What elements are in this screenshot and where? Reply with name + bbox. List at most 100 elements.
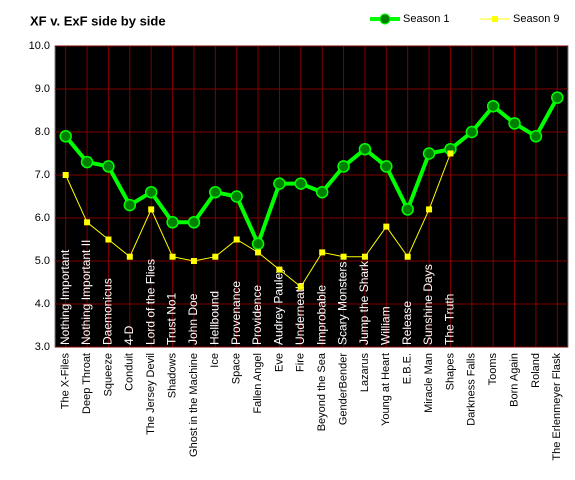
marker bbox=[465, 125, 479, 139]
x-tick-label: Shapes bbox=[444, 353, 456, 391]
x-tick-label: The Jersey Devil bbox=[145, 353, 157, 435]
x-tick-label: Beyond the Sea bbox=[316, 352, 328, 431]
x-tick-label: Ghost in the Machine bbox=[188, 353, 200, 457]
marker bbox=[84, 219, 91, 226]
x-tick-label: Space bbox=[231, 353, 243, 384]
marker bbox=[212, 253, 219, 260]
marker bbox=[337, 160, 350, 173]
marker bbox=[508, 117, 521, 130]
y-tick-label: 9.0 bbox=[35, 83, 50, 95]
episode-label: Providence bbox=[250, 285, 264, 345]
episode-label: John Doe bbox=[186, 293, 200, 345]
x-tick-label: Ice bbox=[209, 353, 221, 368]
marker bbox=[404, 253, 411, 260]
x-tick-label: Eve bbox=[273, 353, 285, 372]
marker bbox=[126, 253, 133, 260]
x-tick-label: Shadows bbox=[166, 353, 178, 399]
x-tick-label: Conduit bbox=[124, 353, 136, 391]
episode-label: Jump the Shark bbox=[357, 260, 371, 345]
marker bbox=[105, 236, 112, 243]
x-tick-label: Fallen Angel bbox=[252, 353, 264, 414]
marker bbox=[148, 206, 155, 213]
marker bbox=[486, 99, 500, 113]
plot-area bbox=[54, 45, 569, 348]
marker bbox=[358, 142, 372, 156]
episode-label: Improbable bbox=[314, 285, 328, 345]
y-tick-label: 3.0 bbox=[35, 341, 50, 353]
x-tick-label: Fire bbox=[295, 353, 307, 372]
marker bbox=[380, 160, 393, 173]
x-tick-label: Young at Heart bbox=[380, 353, 392, 426]
x-tick-label: The X-Files bbox=[60, 353, 72, 410]
y-tick-label: 5.0 bbox=[35, 255, 50, 267]
marker bbox=[190, 258, 197, 264]
marker bbox=[529, 130, 543, 143]
episode-label: Daemonicus bbox=[101, 278, 115, 345]
marker bbox=[294, 177, 308, 190]
marker bbox=[383, 223, 390, 230]
x-tick-label: Tooms bbox=[487, 353, 499, 386]
x-tick-label: Squeeze bbox=[102, 353, 114, 396]
y-tick-label: 8.0 bbox=[35, 126, 50, 138]
episode-label: Nothing Important II bbox=[79, 240, 93, 345]
episode-label: Nothing Important bbox=[58, 249, 72, 345]
x-tick-label: Miracle Man bbox=[423, 353, 435, 413]
marker bbox=[59, 130, 72, 143]
marker bbox=[447, 150, 454, 157]
x-tick-label: Darkness Falls bbox=[466, 353, 478, 426]
episode-label: Trust No1 bbox=[165, 292, 179, 345]
episode-label: Lord of the Flies bbox=[143, 259, 157, 345]
marker bbox=[144, 185, 158, 199]
episode-label: The Truth bbox=[443, 294, 457, 345]
marker bbox=[209, 185, 222, 199]
marker bbox=[233, 236, 240, 243]
x-tick-label: E.B.E. bbox=[402, 353, 414, 384]
y-tick-label: 10.0 bbox=[29, 40, 50, 52]
marker bbox=[297, 283, 304, 290]
marker bbox=[230, 190, 243, 203]
marker bbox=[361, 253, 368, 260]
x-tick-label: The Erlenmeyer Flask bbox=[551, 353, 563, 461]
x-tick-label: Deep Throat bbox=[81, 353, 93, 414]
episode-label: Audrey Pauley bbox=[272, 267, 286, 345]
marker bbox=[319, 249, 326, 256]
marker bbox=[251, 237, 265, 251]
marker bbox=[422, 147, 436, 160]
marker bbox=[187, 216, 201, 229]
marker bbox=[102, 160, 115, 173]
episode-label: Underneath bbox=[293, 282, 307, 345]
legend-label: Season 1 bbox=[403, 13, 449, 25]
marker bbox=[169, 253, 176, 260]
marker bbox=[273, 177, 286, 190]
x-tick-label: GenderBender bbox=[337, 353, 349, 425]
episode-label: William bbox=[378, 306, 392, 345]
legend-label: Season 9 bbox=[513, 13, 559, 25]
marker bbox=[166, 216, 179, 229]
episode-label: Hellbound bbox=[207, 291, 221, 345]
episode-label: Scary Monsters bbox=[336, 262, 350, 345]
marker bbox=[551, 91, 564, 104]
legend-marker bbox=[492, 16, 498, 22]
marker bbox=[62, 172, 69, 178]
chart-title: XF v. ExF side by side bbox=[30, 13, 166, 28]
x-tick-label: Roland bbox=[530, 353, 542, 388]
marker bbox=[340, 253, 347, 260]
marker bbox=[401, 203, 414, 216]
marker bbox=[426, 206, 433, 213]
marker bbox=[80, 155, 94, 169]
y-tick-label: 7.0 bbox=[35, 169, 50, 181]
marker bbox=[123, 198, 137, 212]
episode-label: Sunshine Days bbox=[421, 264, 435, 345]
x-tick-label: Born Again bbox=[508, 353, 520, 407]
episode-label: 4-D bbox=[122, 325, 136, 345]
marker bbox=[276, 266, 283, 273]
legend-marker bbox=[379, 13, 391, 25]
episode-label: Release bbox=[400, 301, 414, 345]
episode-label: Provenance bbox=[229, 281, 243, 345]
y-tick-label: 6.0 bbox=[35, 212, 50, 224]
y-tick-label: 4.0 bbox=[35, 298, 50, 310]
marker bbox=[315, 185, 329, 199]
x-tick-label: Lazarus bbox=[359, 353, 371, 393]
marker bbox=[255, 249, 262, 256]
